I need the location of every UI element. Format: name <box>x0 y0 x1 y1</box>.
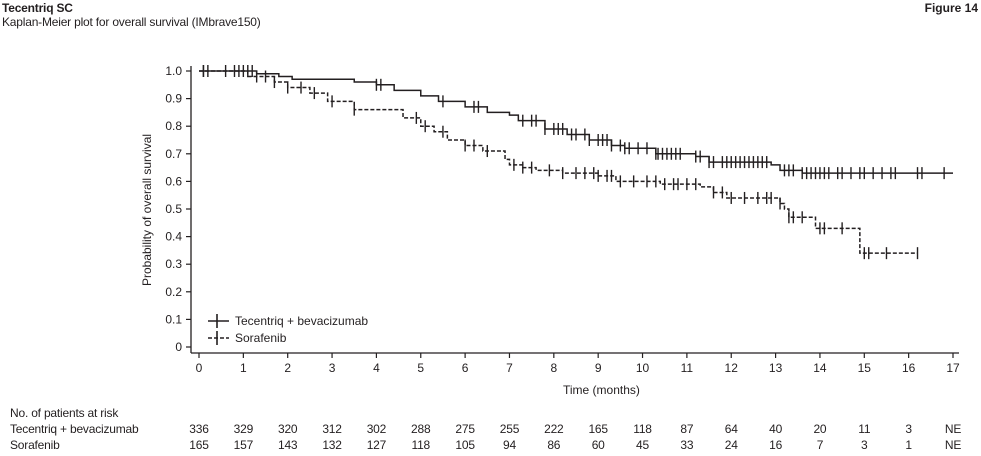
x-tick-label: 2 <box>284 361 291 375</box>
figure-subtitle: Kaplan-Meier plot for overall survival (… <box>2 15 261 29</box>
y-tick-label: 0.6 <box>165 174 182 188</box>
risk-count: 33 <box>680 438 694 452</box>
report-title: Tecentriq SC <box>2 1 73 15</box>
risk-count: NE <box>944 438 962 452</box>
risk-count: 1 <box>905 438 912 452</box>
x-tick-label: 1 <box>240 361 247 375</box>
legend-item-sorafenib: Sorafenib <box>208 331 287 345</box>
y-tick-label: 1.0 <box>165 64 182 78</box>
risk-count: 24 <box>724 438 738 452</box>
x-tick-label: 17 <box>946 361 960 375</box>
y-tick-label: 0.3 <box>165 257 182 271</box>
risk-count: 255 <box>499 422 520 436</box>
x-tick-label: 14 <box>813 361 827 375</box>
risk-count: NE <box>944 422 962 436</box>
risk-table-title: No. of patients at risk <box>10 406 119 420</box>
risk-count: 87 <box>680 422 694 436</box>
y-axis-label: Probability of overall survival <box>140 134 154 286</box>
survival-curve <box>199 70 918 254</box>
x-tick-label: 8 <box>550 361 557 375</box>
y-tick-label: 0.5 <box>165 202 182 216</box>
x-tick-label: 15 <box>858 361 872 375</box>
x-tick-label: 13 <box>769 361 783 375</box>
risk-count: 312 <box>322 422 342 436</box>
x-tick-label: 7 <box>506 361 513 375</box>
x-tick-label: 16 <box>902 361 916 375</box>
risk-count: 3 <box>905 422 912 436</box>
figure-label: Figure 14 <box>924 1 978 15</box>
risk-count: 320 <box>277 422 298 436</box>
risk-count: 288 <box>411 422 431 436</box>
y-tick-label: 0.1 <box>165 312 182 326</box>
risk-count: 60 <box>591 438 605 452</box>
x-tick-label: 11 <box>681 361 694 375</box>
risk-count: 7 <box>816 438 824 452</box>
risk-count: 302 <box>366 422 387 436</box>
survival-curve <box>199 70 953 174</box>
legend: Tecentriq + bevacizumab Sorafenib <box>208 314 368 345</box>
curves <box>199 65 953 260</box>
legend-label: Sorafenib <box>235 331 287 345</box>
risk-count: 16 <box>769 438 783 452</box>
x-tick-label: 12 <box>725 361 739 375</box>
risk-count: 222 <box>544 422 564 436</box>
y-tick-label: 0.2 <box>165 285 182 299</box>
risk-count: 3 <box>861 438 868 452</box>
series-sorafenib <box>199 65 919 260</box>
risk-count: 118 <box>411 438 431 452</box>
risk-count: 45 <box>636 438 649 452</box>
risk-count: 127 <box>366 438 387 452</box>
series-tecentriq <box>199 65 953 180</box>
risk-count: 86 <box>547 438 561 452</box>
risk-count: 20 <box>813 422 827 436</box>
x-tick-label: 3 <box>329 361 336 375</box>
risk-count: 40 <box>769 422 783 436</box>
x-tick-label: 5 <box>417 361 424 375</box>
legend-label: Tecentriq + bevacizumab <box>235 314 368 328</box>
legend-item-tecentriq: Tecentriq + bevacizumab <box>208 314 368 328</box>
y-tick-label: 0 <box>175 340 182 354</box>
y-tick-label: 0.7 <box>165 147 182 161</box>
risk-count: 64 <box>724 422 738 436</box>
risk-row-label-tecentriq: Tecentriq + bevacizumab <box>10 422 139 436</box>
risk-count: 11 <box>858 422 871 436</box>
x-tick-label: 10 <box>636 361 650 375</box>
risk-row-label-sorafenib: Sorafenib <box>10 438 60 452</box>
risk-count: 275 <box>455 422 475 436</box>
risk-count: 143 <box>277 438 298 452</box>
x-tick-label: 0 <box>196 361 203 375</box>
risk-count: 157 <box>233 438 254 452</box>
risk-count: 165 <box>588 422 608 436</box>
risk-count: 118 <box>633 422 652 436</box>
risk-count: 132 <box>322 438 342 452</box>
risk-count: 94 <box>502 438 516 452</box>
x-axis-label: Time (months) <box>563 383 640 397</box>
y-tick-label: 0.8 <box>165 119 182 133</box>
risk-count: 165 <box>189 438 209 452</box>
y-tick-label: 0.4 <box>165 230 182 244</box>
risk-count: 336 <box>189 422 209 436</box>
axes: 00.10.20.30.40.50.60.70.80.91.00 1 2 3 4 5 6 7 8… <box>165 64 960 375</box>
risk-count: 105 <box>455 438 475 452</box>
x-tick-label: 4 <box>373 361 380 375</box>
y-tick-label: 0.9 <box>165 92 182 106</box>
x-tick-label: 6 <box>462 361 469 375</box>
risk-count: 329 <box>233 422 254 436</box>
x-tick-label: 9 <box>595 361 602 375</box>
